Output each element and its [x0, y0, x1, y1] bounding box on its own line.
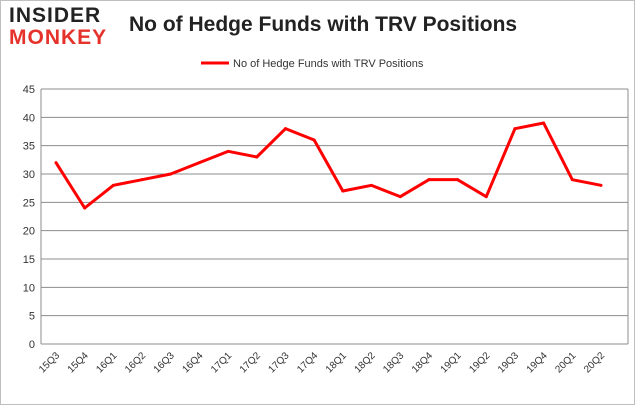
x-tick-label: 20Q2	[582, 350, 607, 375]
data-point	[370, 183, 374, 187]
y-tick-label: 45	[23, 84, 35, 96]
data-point	[484, 195, 488, 199]
logo-line2: MONKEY	[9, 26, 108, 49]
x-tick-label: 20Q1	[553, 350, 578, 375]
data-point	[111, 183, 115, 187]
x-tick-label: 17Q1	[209, 350, 234, 375]
x-tick-label: 17Q4	[295, 350, 320, 375]
data-point	[255, 155, 259, 159]
x-tick-label: 19Q2	[467, 350, 492, 375]
x-tick-label: 15Q3	[37, 350, 62, 375]
data-point	[599, 183, 603, 187]
chart-title: No of Hedge Funds with TRV Positions	[129, 13, 518, 36]
y-tick-label: 15	[23, 254, 35, 266]
y-tick-label: 40	[23, 112, 35, 124]
x-tick-label: 18Q2	[353, 350, 378, 375]
data-point	[341, 189, 345, 193]
y-tick-label: 10	[23, 282, 35, 294]
x-tick-label: 15Q4	[66, 350, 91, 375]
data-point	[169, 172, 173, 176]
x-tick-label: 18Q4	[410, 350, 435, 375]
data-point	[283, 127, 287, 131]
data-point	[398, 195, 402, 199]
x-tick-label: 18Q1	[324, 350, 349, 375]
logo-line1: INSIDER	[9, 4, 102, 27]
data-point	[456, 178, 460, 182]
x-tick-label: 18Q3	[381, 350, 406, 375]
data-point	[83, 206, 87, 210]
x-tick-label: 19Q3	[496, 350, 521, 375]
data-point	[197, 161, 201, 165]
y-tick-label: 20	[23, 226, 35, 238]
data-point	[54, 161, 58, 165]
x-tick-label: 17Q3	[267, 350, 292, 375]
y-tick-label: 0	[29, 339, 35, 351]
legend-label: No of Hedge Funds with TRV Positions	[233, 58, 424, 70]
x-tick-label: 16Q1	[94, 350, 119, 375]
data-point	[140, 178, 144, 182]
x-tick-label: 16Q2	[123, 350, 148, 375]
data-point	[570, 178, 574, 182]
data-point	[513, 127, 517, 131]
x-tick-label: 16Q4	[180, 350, 205, 375]
x-tick-label: 16Q3	[152, 350, 177, 375]
data-point	[542, 121, 546, 125]
y-tick-label: 25	[23, 197, 35, 209]
x-tick-label: 19Q4	[525, 350, 550, 375]
y-tick-label: 5	[29, 311, 35, 323]
y-tick-label: 35	[23, 141, 35, 153]
data-point	[312, 138, 316, 142]
x-tick-label: 19Q1	[439, 350, 464, 375]
y-tick-label: 30	[23, 169, 35, 181]
insider-monkey-logo: INSIDER MONKEY	[9, 5, 121, 53]
data-point	[427, 178, 431, 182]
data-point	[226, 149, 230, 153]
series-line	[54, 121, 602, 210]
x-tick-label: 17Q2	[238, 350, 263, 375]
